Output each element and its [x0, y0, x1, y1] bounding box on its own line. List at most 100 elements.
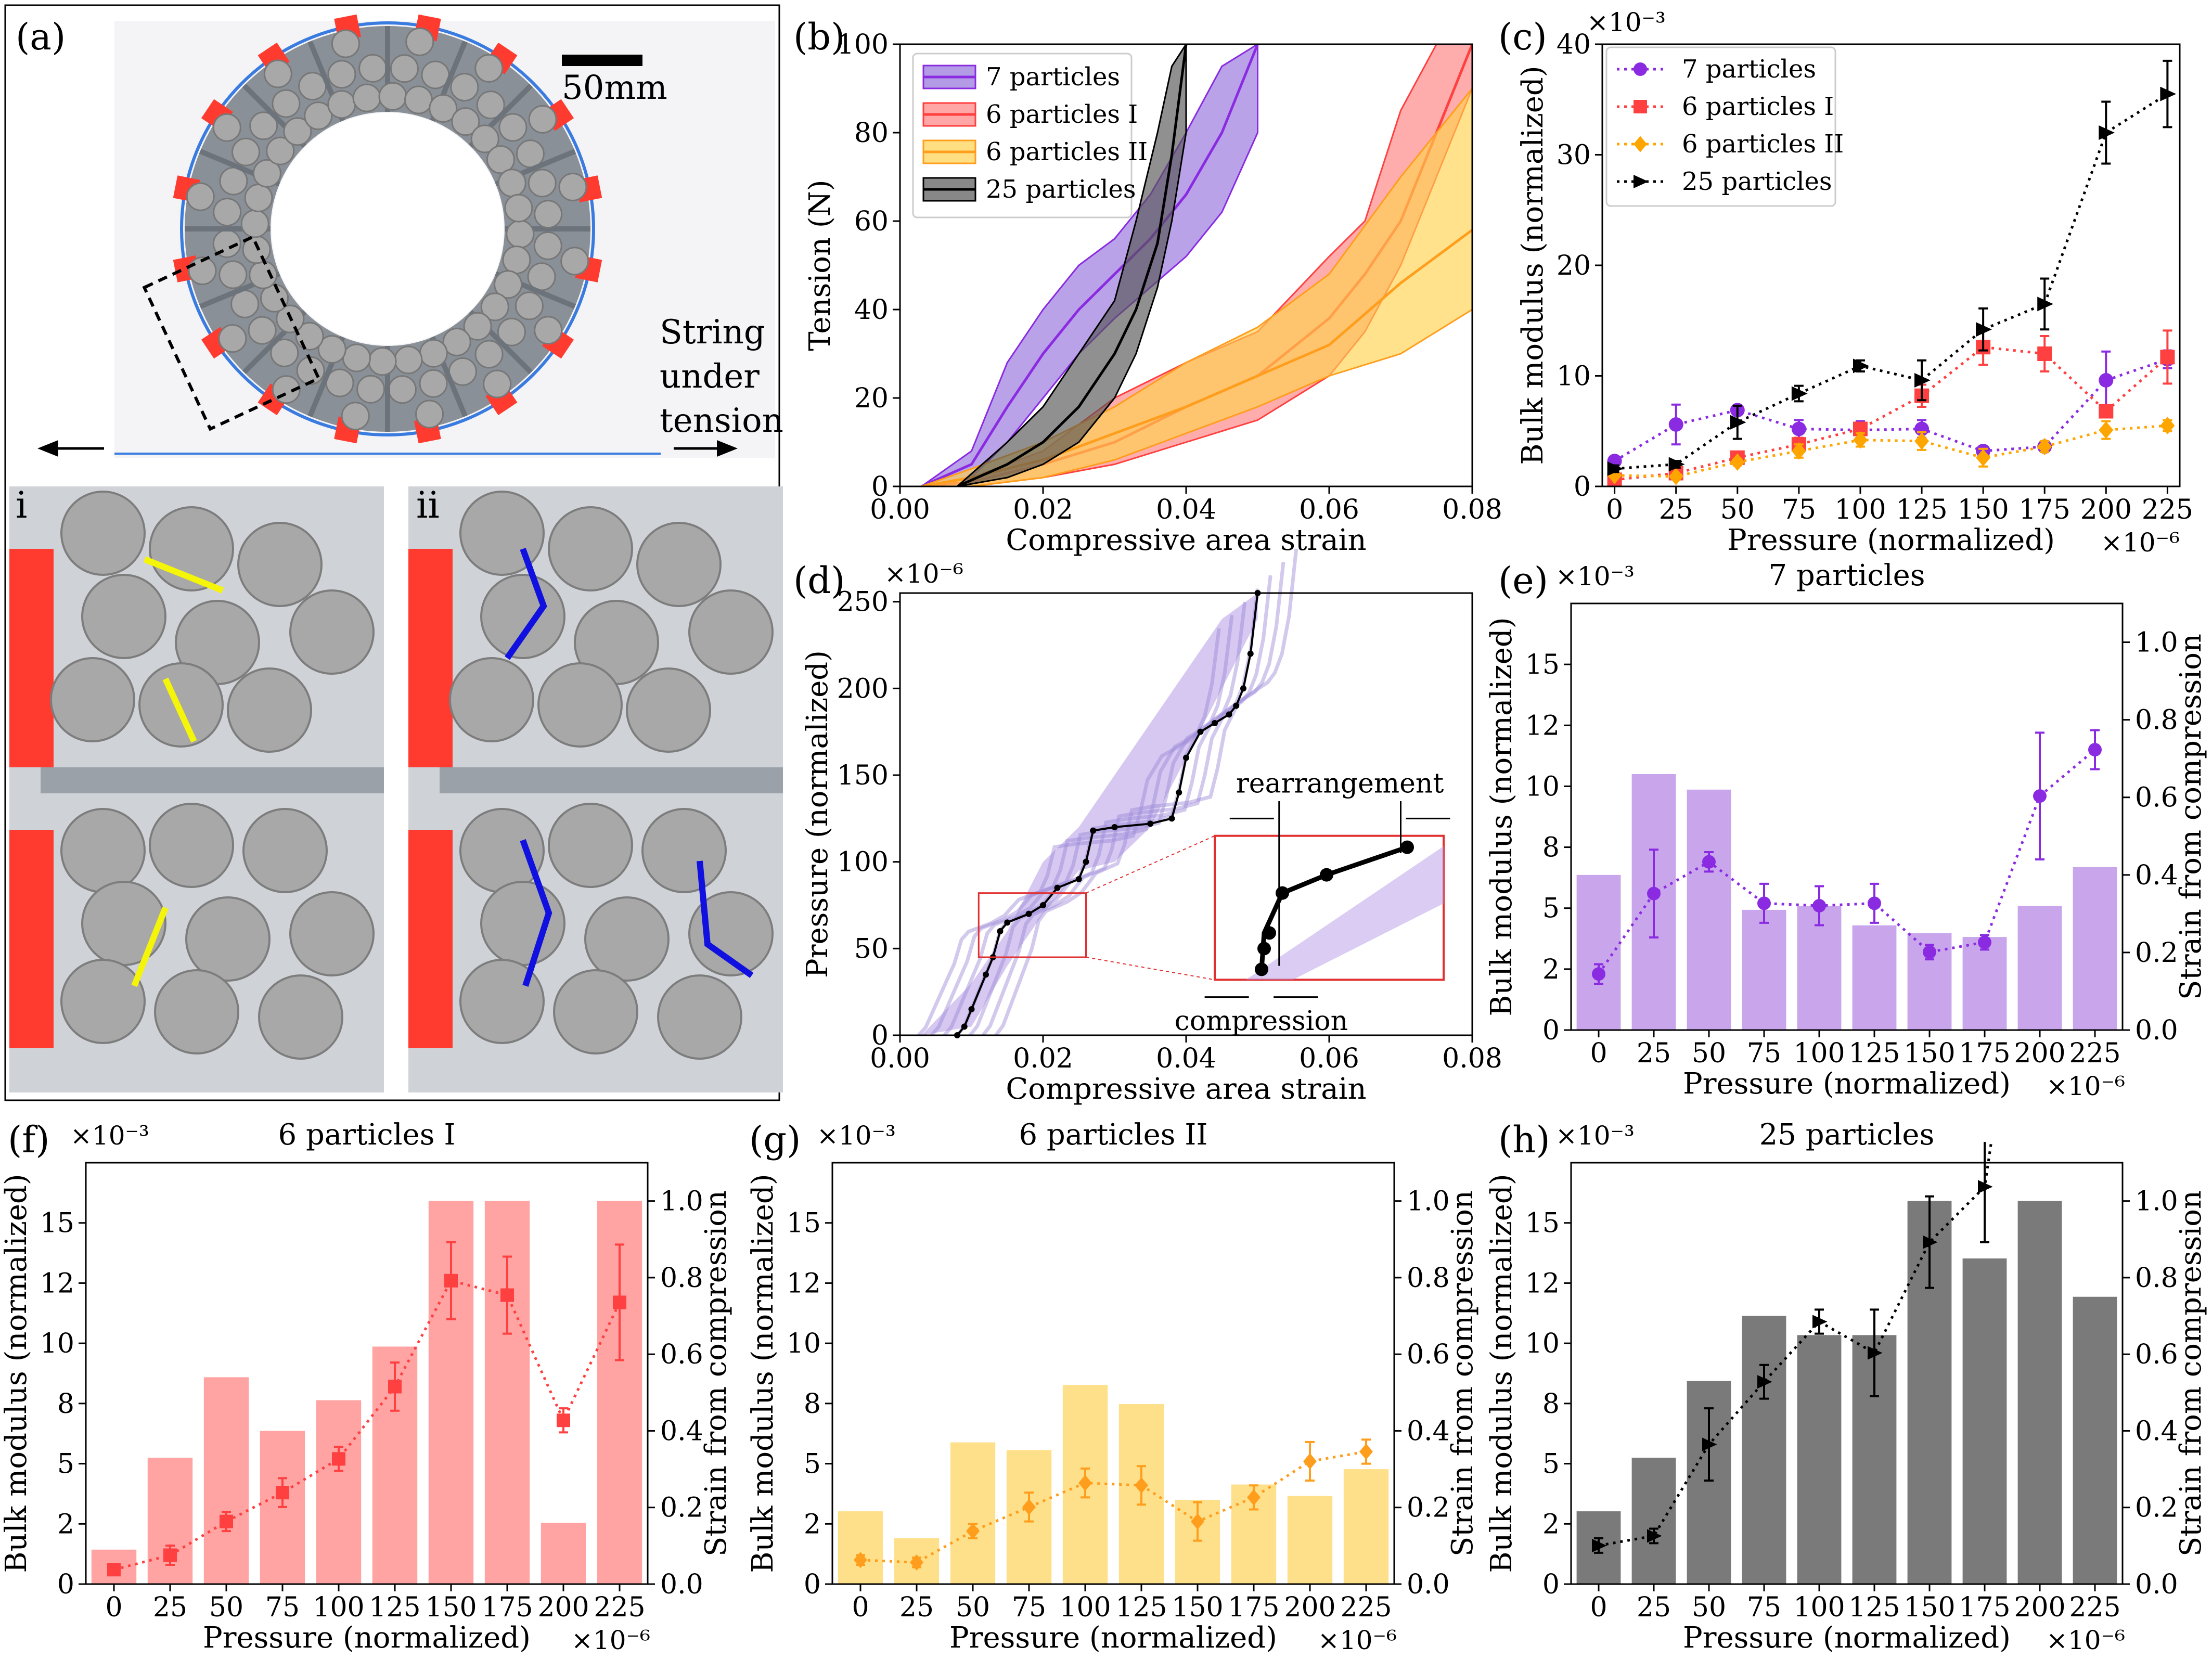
particle	[188, 256, 217, 286]
legend-label: 6 particles II	[1682, 130, 1844, 159]
x-tick-label: 150	[1957, 494, 2009, 525]
y-tick-label: 0	[1574, 471, 1591, 503]
data-point	[1634, 62, 1647, 76]
data-point	[613, 1295, 626, 1309]
bar	[1797, 906, 1842, 1030]
x-tick-label: 0.00	[870, 494, 930, 525]
particle	[272, 89, 301, 118]
data-point	[1757, 896, 1771, 910]
y-tick-label: 100	[837, 847, 889, 878]
data-point	[1668, 457, 1685, 472]
particle	[249, 260, 278, 289]
y2-tick-label: 0.4	[660, 1416, 703, 1447]
data-point	[1923, 945, 1936, 959]
x-tick-label: 0.04	[1156, 494, 1216, 525]
series-line	[956, 44, 1188, 486]
panel-a-photo: 50mm String under tension i ii	[4, 4, 783, 1101]
mean-point	[968, 1006, 975, 1012]
data-point	[1303, 1453, 1317, 1470]
force-chain	[697, 860, 754, 978]
chart-title: 25 particles	[1759, 1118, 1935, 1152]
particle	[186, 182, 215, 211]
data-point	[910, 1554, 923, 1571]
y2-tick-label: 0.0	[1407, 1569, 1450, 1600]
particle	[533, 231, 562, 260]
x-tick-label: 0.02	[1013, 494, 1073, 525]
x-tick-label: 0.08	[1442, 494, 1502, 525]
chart-title: 7 particles	[1769, 559, 1925, 593]
particle	[534, 200, 563, 229]
y-tick-label: 15	[787, 1208, 821, 1239]
data-point	[1812, 899, 1826, 913]
scale-bar-label: 50mm	[562, 69, 667, 107]
data-point	[1247, 1489, 1261, 1506]
particle	[476, 91, 505, 120]
y-tick-label: 150	[837, 760, 889, 791]
legend-label: 6 particles I	[1682, 92, 1834, 121]
bar	[1687, 789, 1731, 1030]
y2-tick-label: 0.8	[2135, 705, 2178, 736]
bar	[1742, 1316, 1786, 1584]
confidence-band	[921, 593, 1258, 1035]
x-tick-label: 0.06	[1299, 1043, 1359, 1074]
particle	[289, 891, 375, 976]
x-tick-label: 50	[1692, 1592, 1726, 1623]
x-tick-label: 0	[1606, 494, 1623, 525]
x-tick-label: 75	[1747, 1592, 1781, 1623]
particle	[358, 54, 388, 83]
x-axis-label: Pressure (normalized)	[1683, 1621, 2011, 1655]
mean-point	[1004, 919, 1011, 926]
plot-area	[1576, 1142, 2117, 1584]
x-tick-label: 125	[1848, 1592, 1900, 1623]
y-tick-label: 10	[787, 1328, 821, 1359]
y-tick-label: 2	[57, 1509, 74, 1540]
y-tick-label: 0	[871, 1020, 889, 1051]
bar	[1852, 925, 1897, 1030]
y-tick-label: 2	[1542, 954, 1560, 985]
y-tick-label: 12	[40, 1268, 74, 1299]
highlight-box	[142, 235, 321, 431]
x-tick-label: 225	[594, 1592, 645, 1623]
data-point	[1868, 1346, 1883, 1360]
data-point	[444, 1274, 458, 1288]
particle	[266, 136, 295, 165]
bar	[1631, 1458, 1676, 1584]
x-tick-label: 200	[1284, 1592, 1335, 1623]
data-point	[1668, 417, 1683, 432]
data-point	[1191, 1513, 1204, 1530]
y-tick-label: 15	[1525, 1208, 1560, 1239]
particle	[584, 896, 670, 982]
data-point	[1634, 136, 1647, 152]
particle	[252, 159, 281, 188]
x-tick-label: 175	[2019, 494, 2070, 525]
x-axis-label: Pressure (normalized)	[949, 1621, 1277, 1655]
x-tick-label: 0.08	[1442, 1043, 1502, 1074]
particle	[60, 959, 146, 1044]
x-tick-label: 175	[1959, 1038, 2010, 1069]
particle	[548, 803, 633, 888]
data-point	[2037, 438, 2052, 456]
particle	[419, 339, 448, 368]
series-line	[1614, 424, 2168, 478]
particle	[270, 338, 299, 367]
bar	[2073, 1296, 2117, 1584]
inset-point	[1257, 942, 1271, 956]
mean-point	[1247, 650, 1254, 657]
data-point	[966, 1523, 980, 1539]
x-tick-label: 100	[1834, 494, 1886, 525]
zoom-source-box	[978, 892, 1087, 958]
particle	[463, 312, 492, 341]
y-tick-label: 10	[40, 1328, 74, 1359]
series-group	[921, 44, 1472, 486]
y-tick-label: 250	[837, 587, 889, 618]
particle	[515, 291, 544, 320]
mean-point	[1226, 711, 1232, 718]
inset-point	[1255, 962, 1268, 976]
panel-letter-b: (b)	[793, 16, 845, 58]
x-tick-label: 150	[425, 1592, 477, 1623]
x-tick-label: 200	[2014, 1592, 2065, 1623]
particle	[154, 969, 239, 1054]
particle	[483, 369, 512, 398]
data-point	[2099, 373, 2114, 388]
data-point	[1791, 421, 1806, 436]
